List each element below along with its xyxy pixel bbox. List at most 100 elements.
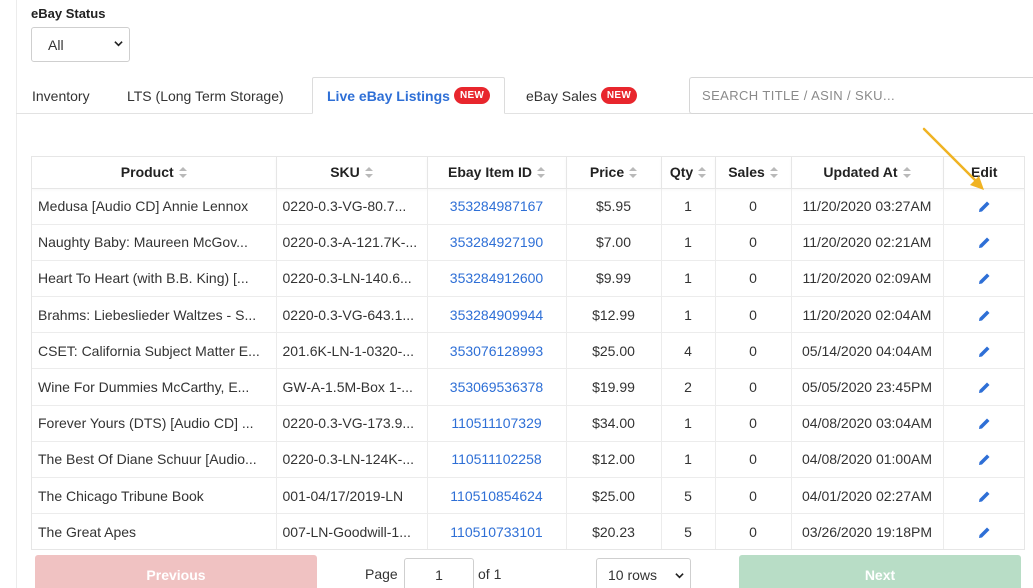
pencil-icon[interactable] <box>978 200 991 213</box>
column-header-sku[interactable]: SKU <box>276 157 428 189</box>
cell-sales: 0 <box>715 296 792 334</box>
cell-product: CSET: California Subject Matter E... <box>32 332 277 370</box>
cell-price: $34.00 <box>566 405 662 442</box>
column-header-updated-at[interactable]: Updated At <box>791 157 944 189</box>
cell-updated-at: 11/20/2020 02:09AM <box>791 260 944 298</box>
cell-edit <box>943 224 1024 261</box>
cell-qty: 2 <box>661 368 716 406</box>
sort-icon <box>364 167 373 179</box>
cell-ebay-item-id[interactable]: 353284987167 <box>427 188 567 225</box>
ebay-status-value: All <box>48 36 64 53</box>
table-row: The Chicago Tribune Book 001-04/17/2019-L… <box>32 477 1024 515</box>
table-row: Medusa [Audio CD] Annie Lennox 0220-0.3-V… <box>32 188 1024 225</box>
cell-ebay-item-id[interactable]: 110511107329 <box>427 405 567 442</box>
cell-sales: 0 <box>715 260 792 298</box>
cell-sales: 0 <box>715 441 792 479</box>
cell-edit <box>943 405 1024 442</box>
tab-inventory-label: Inventory <box>32 87 90 104</box>
column-header-qty[interactable]: Qty <box>661 157 716 189</box>
column-header-sales[interactable]: Sales <box>715 157 792 189</box>
cell-updated-at: 05/14/2020 04:04AM <box>791 332 944 370</box>
tab-live-ebay-listings-label: Live eBay Listings <box>327 87 450 104</box>
pencil-icon[interactable] <box>978 272 991 285</box>
tab-live-ebay-listings[interactable]: Live eBay Listings NEW <box>312 77 506 114</box>
cell-updated-at: 04/08/2020 01:00AM <box>791 441 944 479</box>
pencil-icon[interactable] <box>978 381 991 394</box>
cell-updated-at: 11/20/2020 03:27AM <box>791 188 944 225</box>
column-header-price[interactable]: Price <box>566 157 662 189</box>
cell-qty: 5 <box>661 477 716 515</box>
cell-ebay-item-id[interactable]: 110510854624 <box>427 477 567 515</box>
previous-button[interactable]: Previous <box>35 555 317 588</box>
cell-sales: 0 <box>715 477 792 515</box>
cell-price: $19.99 <box>566 368 662 406</box>
cell-ebay-item-id[interactable]: 353284927190 <box>427 224 567 261</box>
cell-ebay-item-id[interactable]: 353076128993 <box>427 332 567 370</box>
next-button[interactable]: Next <box>739 555 1021 588</box>
sort-icon <box>902 167 911 179</box>
cell-edit <box>943 188 1024 225</box>
table-row: Heart To Heart (with B.B. King) [... 0220… <box>32 260 1024 298</box>
cell-sku: GW-A-1.5M-Box 1-... <box>276 368 428 406</box>
cell-edit <box>943 477 1024 515</box>
column-header-ebay-item-id[interactable]: Ebay Item ID <box>427 157 567 189</box>
cell-price: $7.00 <box>566 224 662 261</box>
cell-sales: 0 <box>715 224 792 261</box>
rows-per-page-value: 10 rows <box>608 567 658 583</box>
table-row: Naughty Baby: Maureen McGov... 0220-0.3-A… <box>32 224 1024 261</box>
table-header-row: Product SKU Ebay Item ID Price Qty Sales… <box>32 157 1024 189</box>
tab-ebay-sales[interactable]: eBay Sales NEW <box>526 77 638 114</box>
cell-edit <box>943 513 1024 549</box>
cell-qty: 5 <box>661 513 716 549</box>
tab-inventory[interactable]: Inventory <box>32 77 90 114</box>
page-label: Page <box>365 566 398 582</box>
pencil-icon[interactable] <box>978 417 991 430</box>
cell-sku: 001-04/17/2019-LN <box>276 477 428 515</box>
cell-product: The Great Apes <box>32 513 277 549</box>
cell-product: Wine For Dummies McCarthy, E... <box>32 368 277 406</box>
cell-qty: 1 <box>661 296 716 334</box>
cell-edit <box>943 368 1024 406</box>
cell-price: $12.00 <box>566 441 662 479</box>
column-header-product[interactable]: Product <box>32 157 277 189</box>
ebay-status-select[interactable]: All <box>31 27 130 62</box>
pagination-bar: Previous Page 1 of 1 10 rows Next <box>31 549 1025 588</box>
cell-ebay-item-id[interactable]: 110511102258 <box>427 441 567 479</box>
rows-per-page-select[interactable]: 10 rows <box>596 558 691 588</box>
tab-ebay-sales-label: eBay Sales <box>526 87 597 104</box>
listings-table: Product SKU Ebay Item ID Price Qty Sales… <box>31 156 1025 549</box>
tab-lts[interactable]: LTS (Long Term Storage) <box>127 77 284 114</box>
cell-updated-at: 11/20/2020 02:21AM <box>791 224 944 261</box>
cell-ebay-item-id[interactable]: 353284912600 <box>427 260 567 298</box>
cell-sku: 201.6K-LN-1-0320-... <box>276 332 428 370</box>
cell-sales: 0 <box>715 405 792 442</box>
chevron-down-icon <box>675 573 684 579</box>
cell-sku: 0220-0.3-VG-173.9... <box>276 405 428 442</box>
page-number-input[interactable]: 1 <box>404 558 474 588</box>
pencil-icon[interactable] <box>978 236 991 249</box>
cell-product: The Chicago Tribune Book <box>32 477 277 515</box>
pencil-icon[interactable] <box>978 490 991 503</box>
cell-sales: 0 <box>715 368 792 406</box>
sort-icon <box>769 167 778 179</box>
cell-price: $25.00 <box>566 477 662 515</box>
cell-price: $12.99 <box>566 296 662 334</box>
cell-product: Heart To Heart (with B.B. King) [... <box>32 260 277 298</box>
pencil-icon[interactable] <box>978 526 991 539</box>
cell-price: $5.95 <box>566 188 662 225</box>
page-total-label: of 1 <box>478 566 502 582</box>
cell-ebay-item-id[interactable]: 353284909944 <box>427 296 567 334</box>
table-row: Forever Yours (DTS) [Audio CD] ... 0220-0… <box>32 405 1024 442</box>
pencil-icon[interactable] <box>978 453 991 466</box>
ebay-status-label: eBay Status <box>31 6 106 21</box>
search-input[interactable]: SEARCH TITLE / ASIN / SKU... <box>689 77 1033 114</box>
cell-ebay-item-id[interactable]: 353069536378 <box>427 368 567 406</box>
page-divider <box>16 0 17 588</box>
column-header-edit: Edit <box>943 157 1024 189</box>
table-row: Wine For Dummies McCarthy, E... GW-A-1.5M… <box>32 368 1024 406</box>
cell-ebay-item-id[interactable]: 110510733101 <box>427 513 567 549</box>
cell-edit <box>943 296 1024 334</box>
pencil-icon[interactable] <box>978 309 991 322</box>
cell-updated-at: 04/01/2020 02:27AM <box>791 477 944 515</box>
pencil-icon[interactable] <box>978 345 991 358</box>
